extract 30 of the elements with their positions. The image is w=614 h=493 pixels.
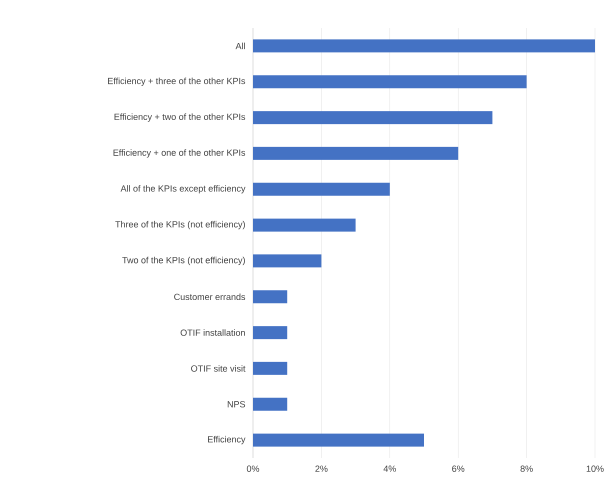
y-tick-label: Three of the KPIs (not efficiency) bbox=[115, 220, 245, 230]
bar bbox=[253, 362, 288, 375]
y-tick-label: Efficiency bbox=[208, 436, 246, 444]
x-tick-label: 2% bbox=[315, 466, 328, 472]
bar bbox=[253, 434, 424, 447]
bar bbox=[253, 39, 596, 52]
y-tick-label: Customer errands bbox=[174, 293, 246, 300]
y-tick-label: All of the KPIs except efficiency bbox=[120, 185, 246, 194]
bar bbox=[253, 218, 356, 232]
bar bbox=[253, 182, 390, 196]
bar bbox=[253, 326, 288, 340]
y-tick-label: All bbox=[236, 42, 245, 50]
x-tick-label: 6% bbox=[452, 466, 464, 472]
x-tick-label: 10% bbox=[586, 466, 604, 472]
x-tick-label: 0% bbox=[246, 466, 260, 472]
y-tick-label: OTIF installation bbox=[180, 329, 245, 336]
y-tick-label: Efficiency + two of the other KPIs bbox=[114, 113, 246, 122]
y-tick-label: NPS bbox=[228, 401, 246, 408]
bar bbox=[253, 254, 322, 268]
x-tick-label: 4% bbox=[384, 466, 396, 472]
bar bbox=[253, 75, 527, 88]
x-tick-label: 8% bbox=[520, 466, 533, 472]
y-tick-label: OTIF site visit bbox=[191, 365, 246, 372]
bar bbox=[253, 290, 288, 304]
y-tick-label: Two of the KPIs (not efficiency) bbox=[122, 256, 245, 266]
y-tick-label: Efficiency + three of the other KPIs bbox=[108, 78, 246, 86]
bar bbox=[253, 146, 458, 160]
bar bbox=[253, 111, 492, 124]
bar bbox=[253, 398, 288, 411]
y-tick-label: Efficiency + one of the other KPIs bbox=[114, 149, 246, 158]
